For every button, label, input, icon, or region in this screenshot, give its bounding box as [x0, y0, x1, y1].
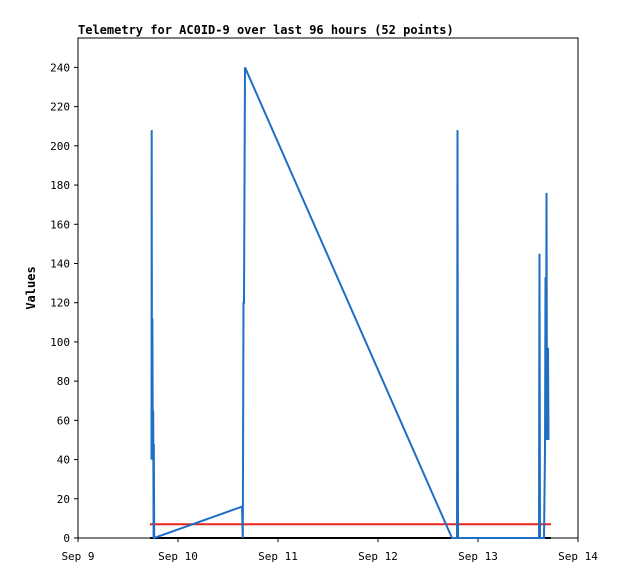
y-tick-label: 140	[50, 257, 70, 270]
y-tick-label: 20	[57, 493, 70, 506]
y-tick-label: 100	[50, 336, 70, 349]
y-tick-label: 120	[50, 297, 70, 310]
y-tick-label: 0	[63, 532, 70, 545]
series-line	[150, 67, 550, 540]
y-tick-label: 160	[50, 218, 70, 231]
y-tick-label: 240	[50, 61, 70, 74]
y-tick-label: 180	[50, 179, 70, 192]
y-tick-label: 200	[50, 140, 70, 153]
y-tick-label: 40	[57, 454, 70, 467]
y-axis-label: Values	[24, 266, 38, 309]
x-tick-label: Sep 10	[158, 550, 198, 563]
y-tick-label: 220	[50, 101, 70, 114]
chart-title: Telemetry for AC0ID-9 over last 96 hours…	[78, 23, 454, 37]
x-tick-label: Sep 13	[458, 550, 498, 563]
y-tick-label: 80	[57, 375, 70, 388]
x-tick-label: Sep 9	[61, 550, 94, 563]
x-tick-label: Sep 11	[258, 550, 298, 563]
y-tick-label: 60	[57, 414, 70, 427]
x-tick-label: Sep 12	[358, 550, 398, 563]
x-tick-label: Sep 14	[558, 550, 598, 563]
